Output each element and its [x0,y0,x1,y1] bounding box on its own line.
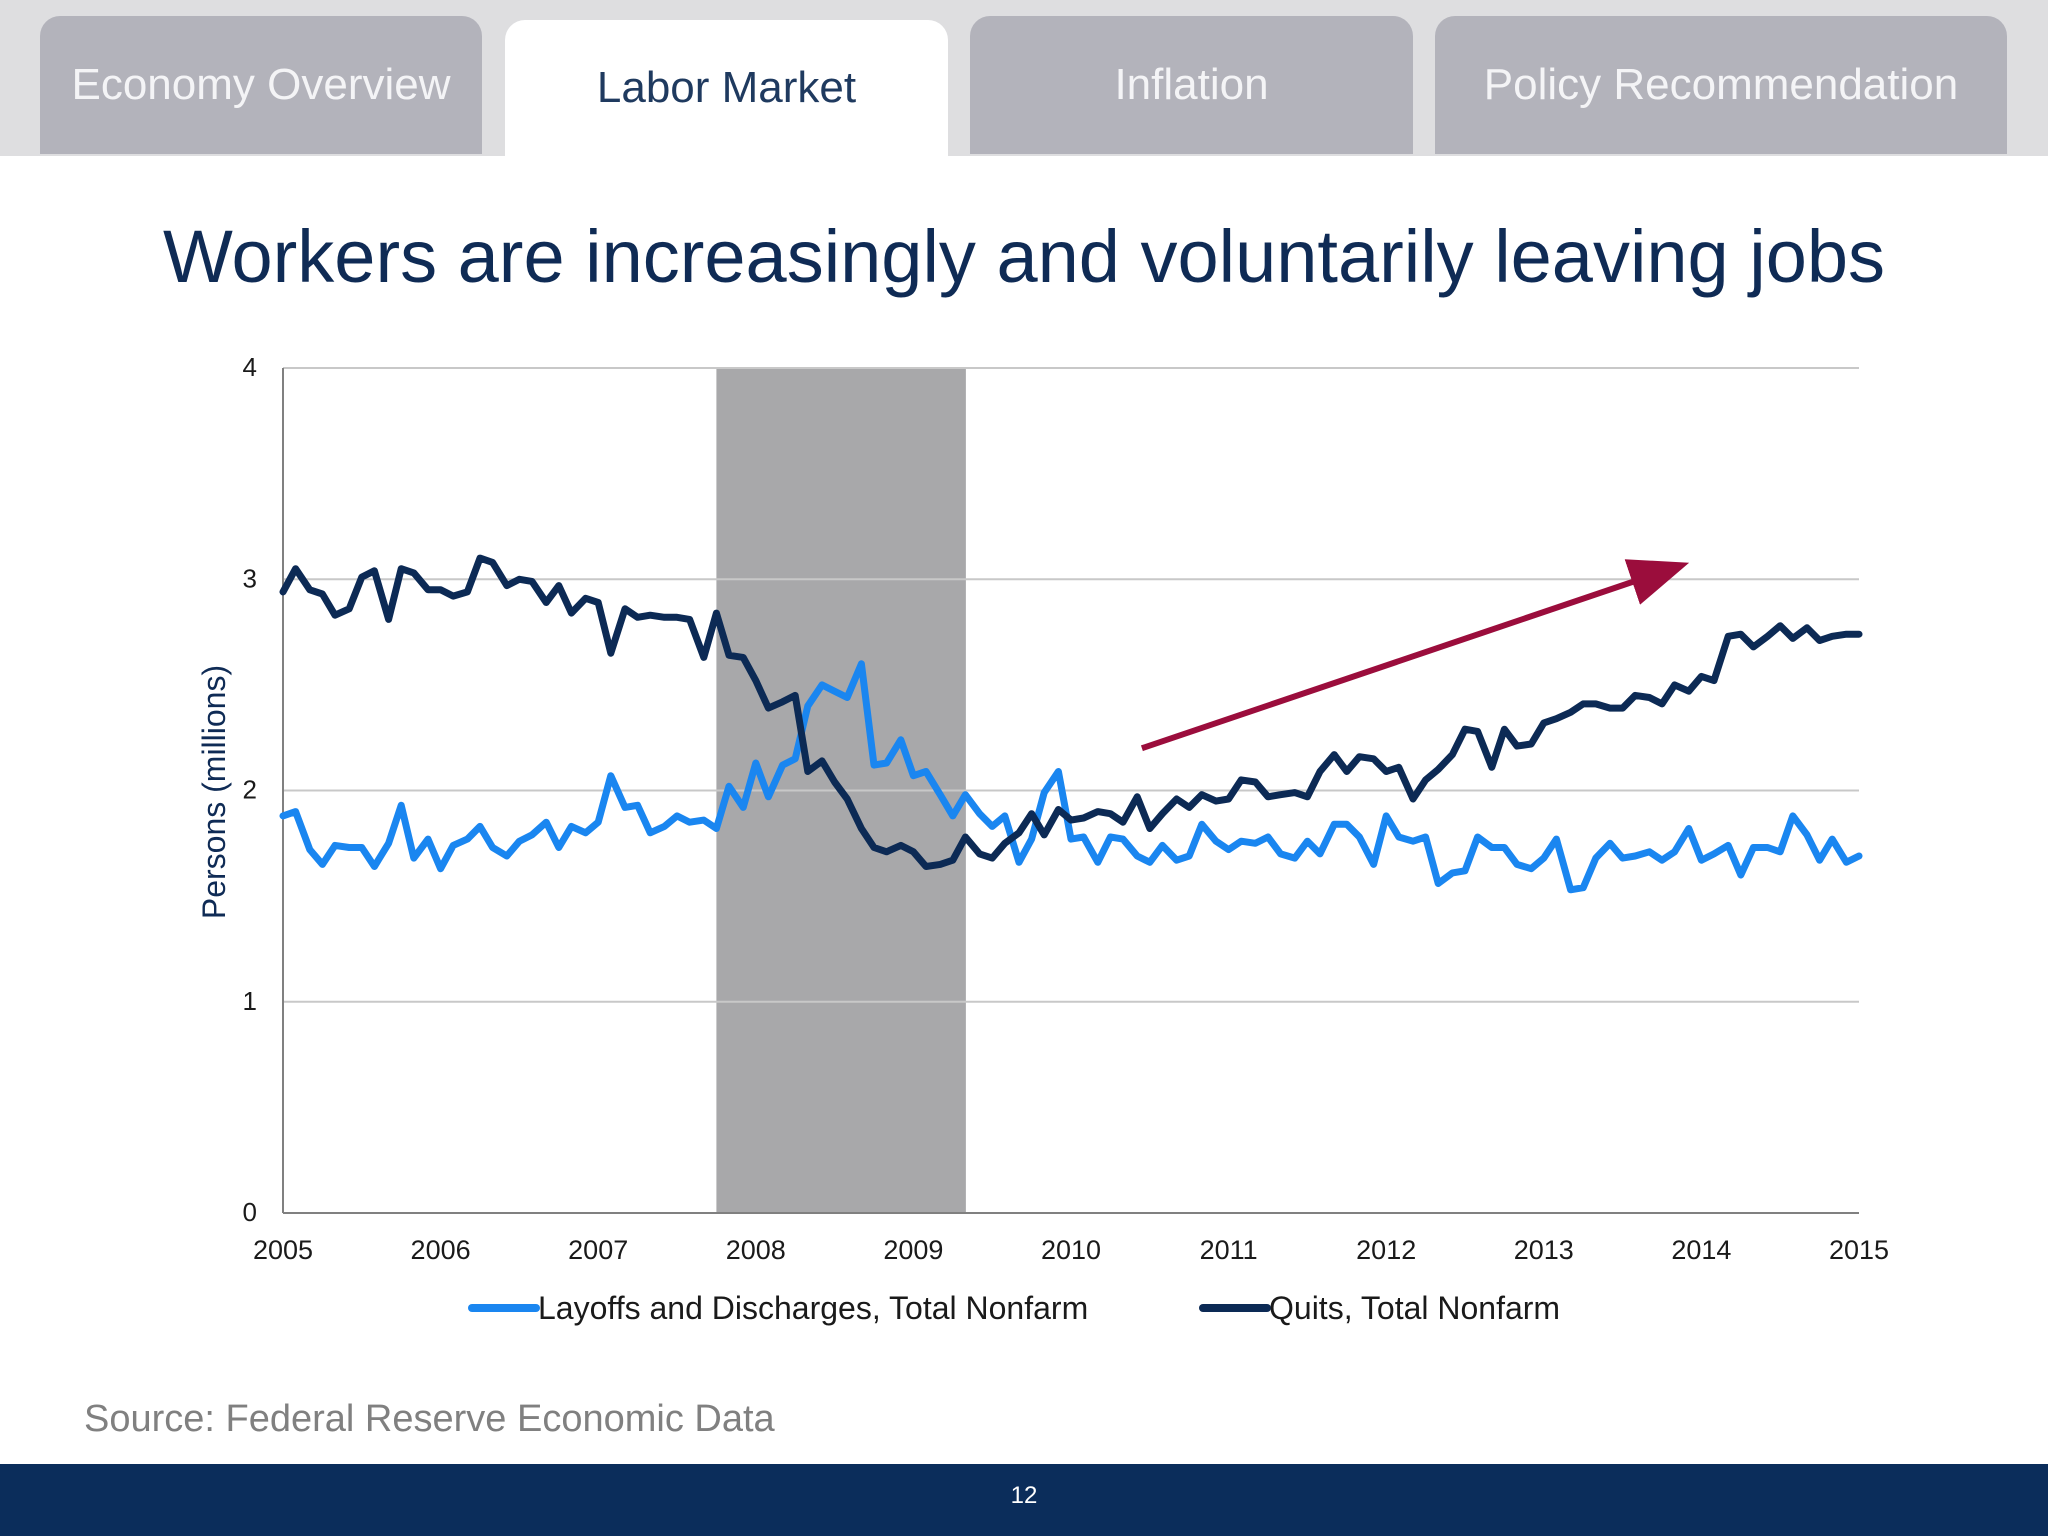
y-tick-label: 4 [243,352,257,382]
source-note: Source: Federal Reserve Economic Data [84,1398,775,1440]
x-tick-label: 2013 [1514,1235,1574,1265]
tab-label: Inflation [1114,60,1269,109]
y-tick-label: 1 [243,986,257,1016]
series-line-quits [279,554,1863,870]
x-tick-label: 2009 [883,1235,943,1265]
tab-inflation[interactable]: Inflation [970,16,1413,154]
tab-label: Economy Overview [71,60,451,109]
legend-item-layoffs-label: Layoffs and Discharges, Total Nonfarm [538,1290,1088,1326]
x-tick-label: 2010 [1041,1235,1101,1265]
tab-label: Policy Recommendation [1483,60,1959,109]
y-tick-label: 2 [243,775,257,805]
x-tick-label: 2005 [253,1235,313,1265]
line-chart: 0 1 2 3 4 2005 2006 2007 2008 2009 2010 2011 2012 201… [196,352,1889,1326]
footer-bar [0,1464,2048,1536]
tab-bar: Economy Overview Labor Market Inflation … [0,0,2048,156]
page-number: 12 [1010,1482,1038,1509]
y-tick-label: 0 [243,1197,257,1227]
series-line-layoffs [279,660,1863,894]
y-tick-label: 3 [243,563,257,593]
slide-title: Workers are increasingly and voluntarily… [162,215,1886,298]
tab-label: Labor Market [596,63,857,112]
tab-policy-recommendation[interactable]: Policy Recommendation [1435,16,2007,154]
trend-arrow [1140,559,1690,752]
x-tick-label: 2006 [411,1235,471,1265]
tab-labor-market[interactable]: Labor Market [505,20,948,156]
x-tick-label: 2014 [1671,1235,1731,1265]
y-axis-label: Persons (millions) [196,665,232,919]
tab-economy-overview[interactable]: Economy Overview [40,16,482,154]
legend-item-quits-label: Quits, Total Nonfarm [1269,1290,1560,1326]
x-tick-label: 2015 [1829,1235,1889,1265]
x-tick-label: 2008 [726,1235,786,1265]
x-tick-label: 2011 [1200,1235,1258,1265]
x-tick-label: 2007 [568,1235,628,1265]
x-tick-label: 2012 [1356,1235,1416,1265]
